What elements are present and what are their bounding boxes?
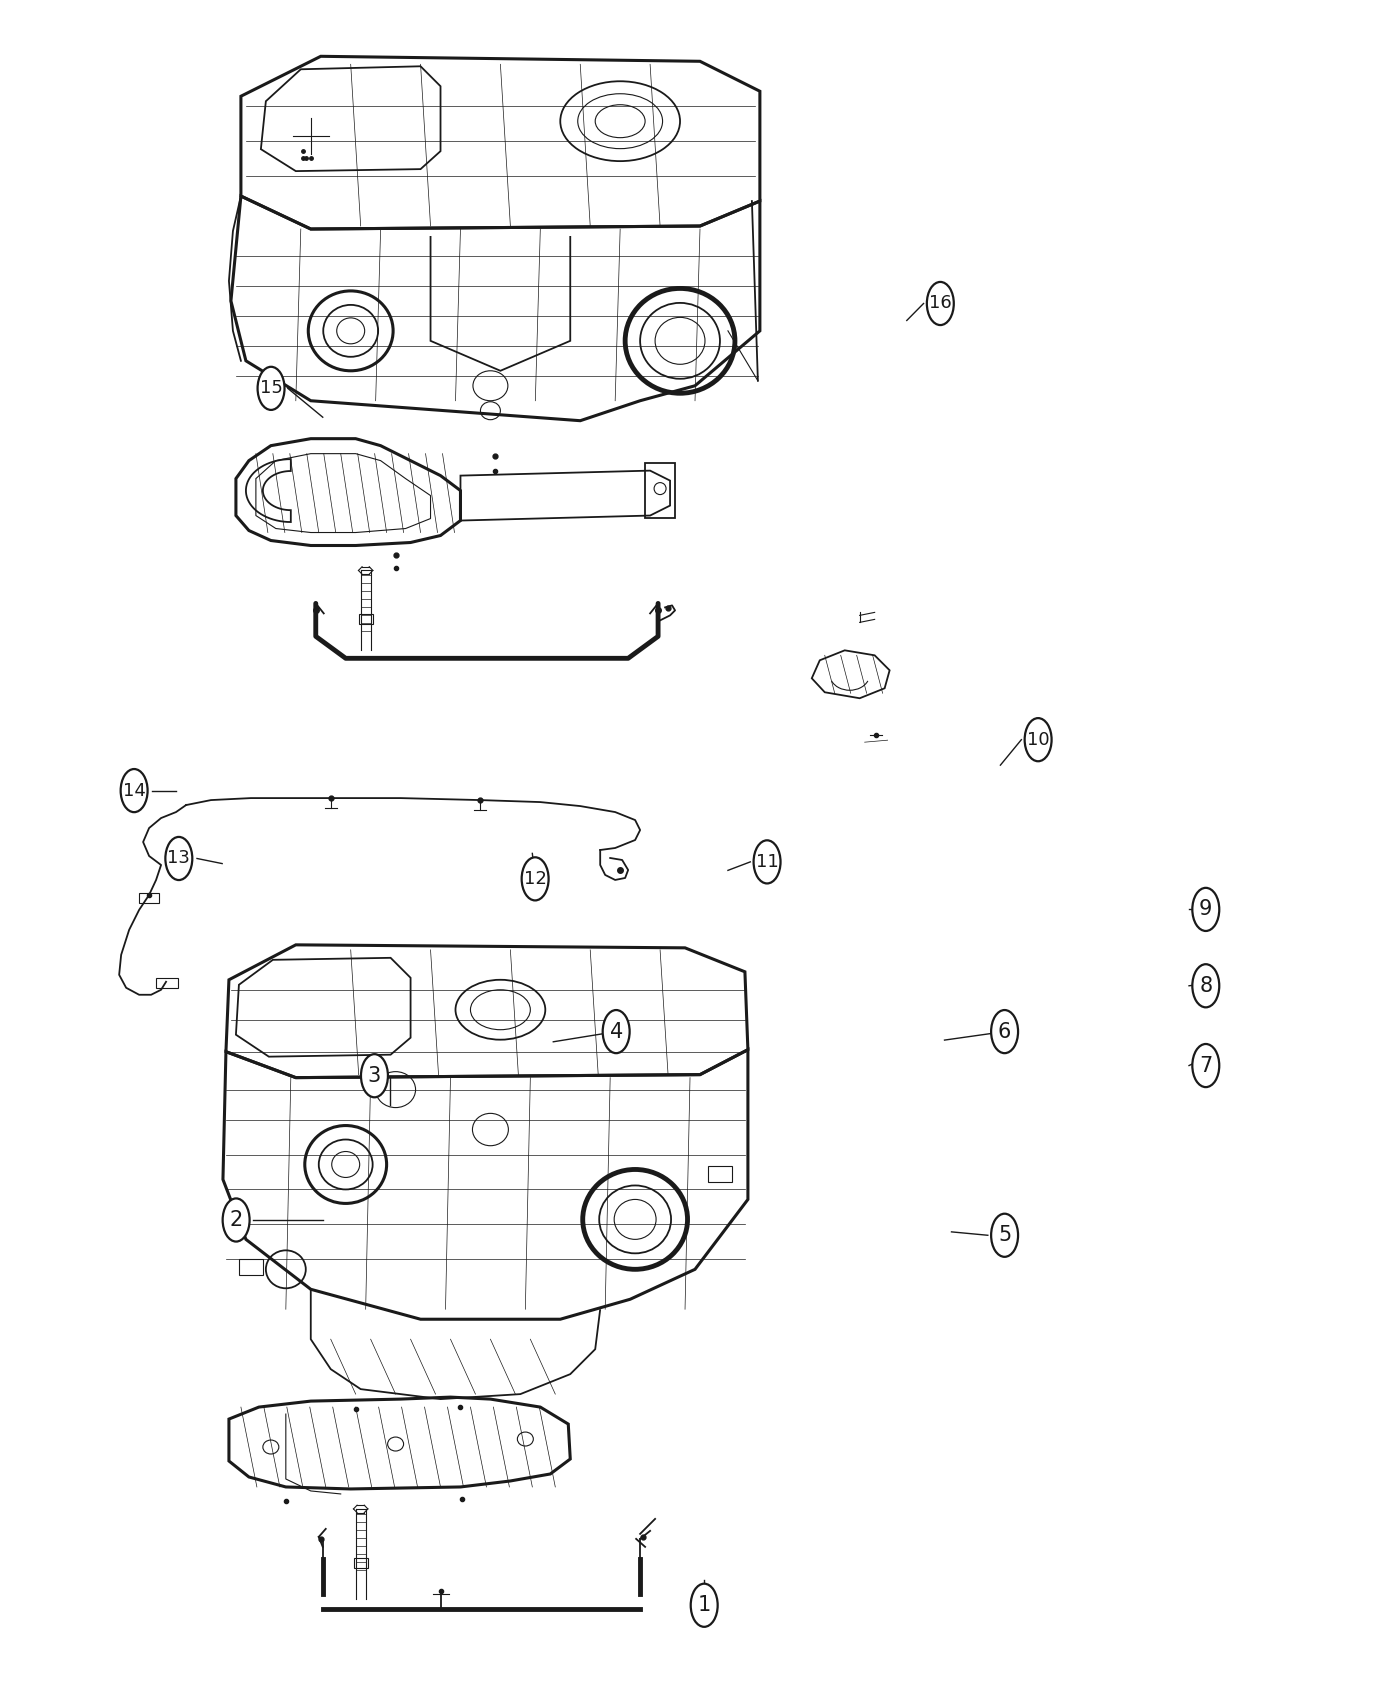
Ellipse shape [258, 367, 284, 410]
Text: 8: 8 [1200, 976, 1212, 996]
Text: 5: 5 [998, 1226, 1011, 1246]
Ellipse shape [991, 1214, 1018, 1256]
Bar [239, 1260, 263, 1275]
Text: 2: 2 [230, 1210, 242, 1231]
Ellipse shape [1193, 887, 1219, 932]
Text: 3: 3 [368, 1066, 381, 1086]
Text: 4: 4 [609, 1022, 623, 1042]
Ellipse shape [522, 857, 549, 901]
Ellipse shape [361, 1054, 388, 1096]
Text: 13: 13 [168, 850, 190, 867]
Ellipse shape [120, 768, 147, 813]
Ellipse shape [991, 1010, 1018, 1054]
Ellipse shape [1025, 717, 1051, 762]
Text: 6: 6 [998, 1022, 1011, 1042]
Ellipse shape [1193, 1044, 1219, 1086]
Bar [155, 977, 178, 988]
Text: 15: 15 [259, 379, 283, 398]
Text: 12: 12 [524, 870, 546, 887]
Bar [708, 1166, 732, 1183]
Bar [139, 892, 160, 903]
Ellipse shape [1193, 964, 1219, 1008]
Text: 11: 11 [756, 853, 778, 870]
Text: 7: 7 [1200, 1056, 1212, 1076]
Ellipse shape [165, 836, 192, 881]
Text: 16: 16 [930, 294, 952, 313]
Text: 10: 10 [1026, 731, 1050, 748]
Text: 1: 1 [697, 1595, 711, 1615]
Ellipse shape [690, 1584, 718, 1627]
Bar [354, 1559, 368, 1569]
Text: 9: 9 [1200, 899, 1212, 920]
Ellipse shape [927, 282, 953, 325]
Ellipse shape [223, 1198, 249, 1241]
Ellipse shape [602, 1010, 630, 1054]
Bar [358, 614, 372, 624]
Bar [645, 462, 675, 517]
Text: 14: 14 [123, 782, 146, 799]
Ellipse shape [753, 840, 781, 884]
